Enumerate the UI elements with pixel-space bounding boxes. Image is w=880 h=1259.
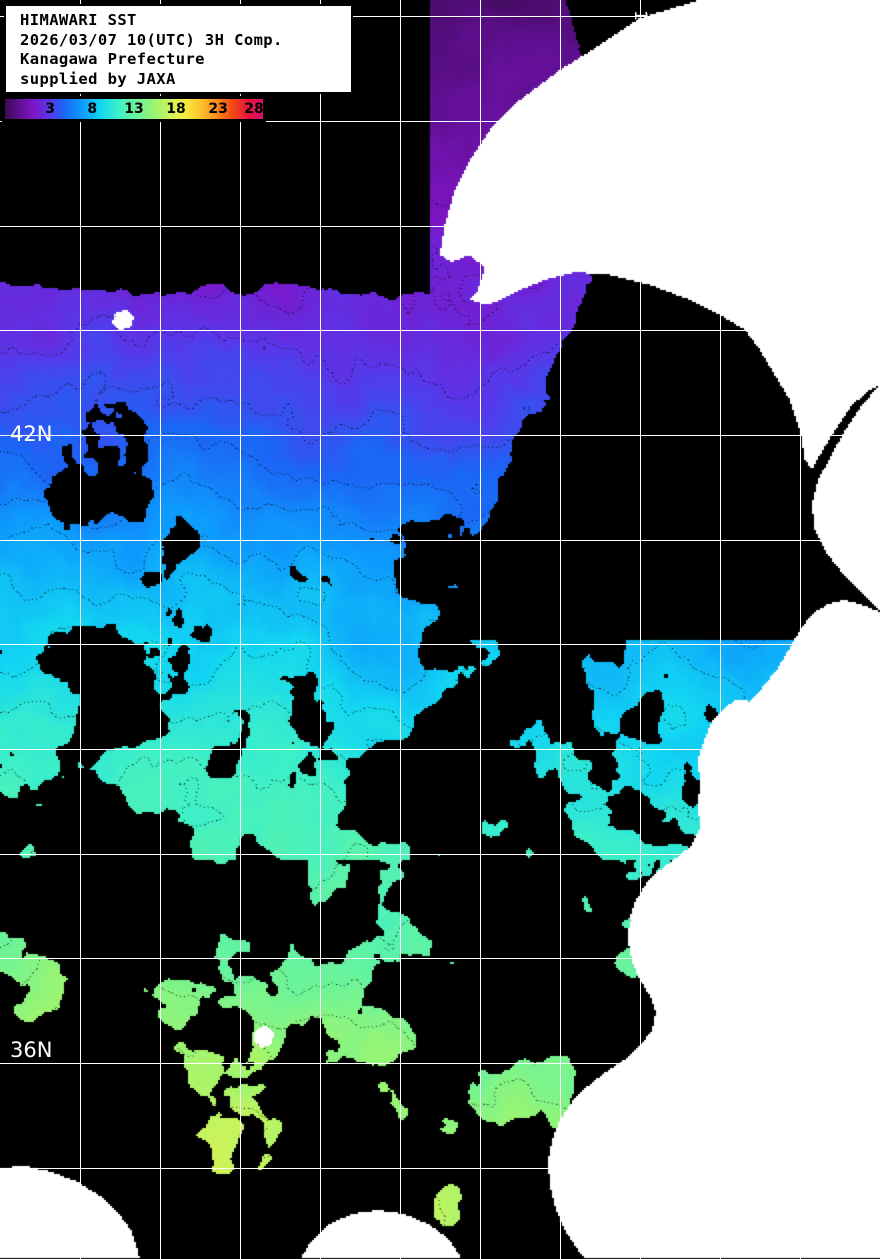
colorbar: 3 8 13 18 23 28 <box>2 96 266 122</box>
title-box: HIMAWARI SST 2026/03/07 10(UTC) 3H Comp.… <box>4 4 353 94</box>
colorbar-inner: 3 8 13 18 23 28 <box>5 99 264 119</box>
latitude-label-42n: 42N <box>10 422 53 446</box>
title-line-source: supplied by JAXA <box>20 69 176 88</box>
colorbar-tick-13: 13 <box>124 101 144 117</box>
colorbar-tick-23: 23 <box>208 101 228 117</box>
colorbar-gradient <box>5 99 263 119</box>
colorbar-tick-3: 3 <box>45 101 56 117</box>
longitude-label-138e: 138E <box>630 10 650 54</box>
title-line-sensor: HIMAWARI SST <box>20 11 137 29</box>
latitude-label-36n: 36N <box>10 1038 53 1062</box>
colorbar-tick-28: 28 <box>244 101 264 117</box>
colorbar-tick-8: 8 <box>87 101 98 117</box>
title-line-datetime: 2026/03/07 10(UTC) 3H Comp. <box>20 30 283 49</box>
colorbar-tick-18: 18 <box>166 101 186 117</box>
title-line-region: Kanagawa Prefecture <box>20 50 205 68</box>
